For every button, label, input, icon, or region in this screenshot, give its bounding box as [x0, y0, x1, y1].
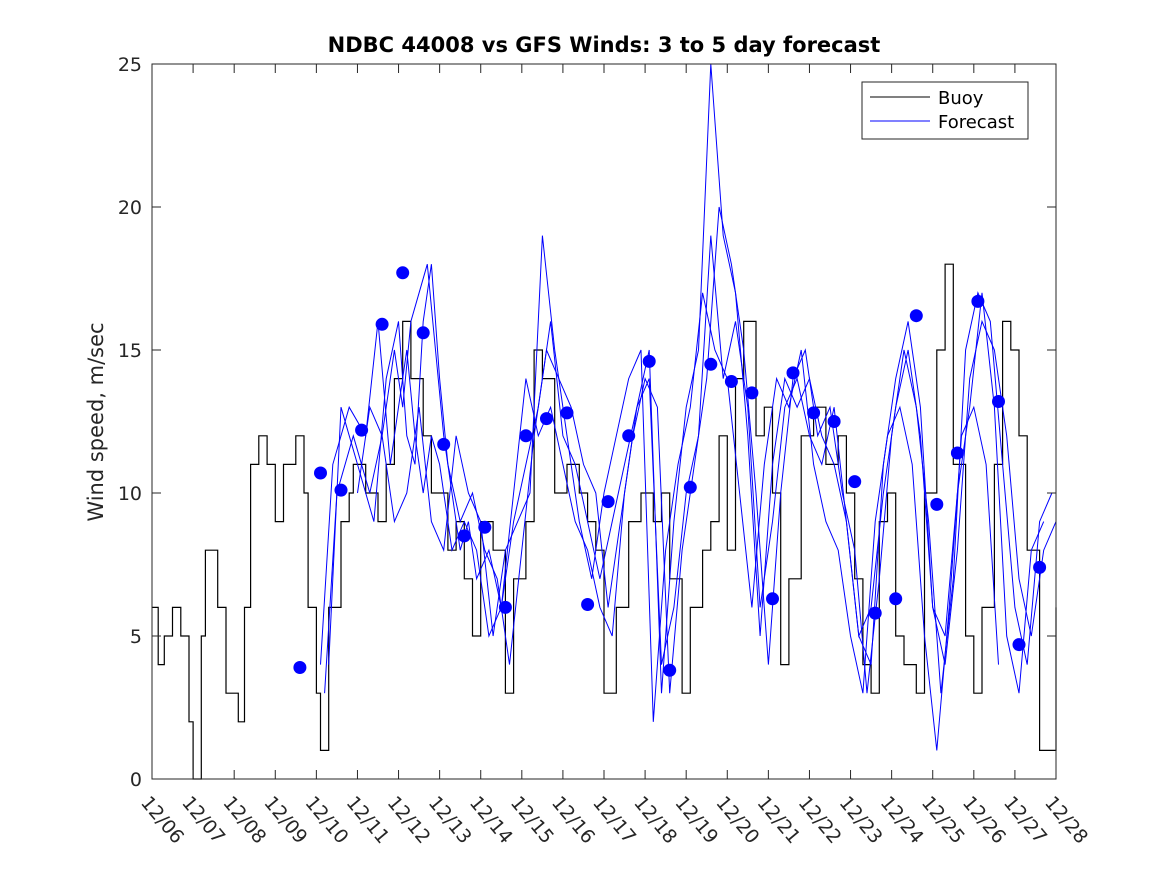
forecast-point — [889, 592, 903, 606]
forecast-point — [560, 406, 574, 420]
forecast-point — [457, 529, 471, 543]
forecast-point — [807, 406, 821, 420]
legend-buoy-label: Buoy — [938, 88, 984, 109]
forecast-point — [909, 309, 923, 323]
forecast-point — [498, 600, 512, 614]
forecast-point — [581, 598, 595, 611]
forecast-point — [827, 415, 841, 428]
forecast-point — [293, 661, 307, 674]
y-tick-label: 5 — [130, 626, 142, 648]
forecast-point — [704, 357, 718, 371]
forecast-series-line-1 — [324, 235, 1057, 694]
buoy-series-line — [152, 263, 1057, 780]
forecast-series-line-2 — [328, 206, 1053, 694]
y-axis-label: Wind speed, m/sec — [84, 322, 108, 521]
y-tick-label: 20 — [118, 197, 142, 219]
forecast-point — [766, 592, 779, 606]
y-tick-label: 10 — [118, 483, 142, 505]
forecast-point — [992, 395, 1005, 408]
forecast-point — [950, 446, 964, 460]
forecast-point — [437, 437, 451, 451]
forecast-point — [868, 606, 882, 620]
legend: Buoy Forecast — [861, 81, 1029, 140]
forecast-point — [786, 366, 800, 380]
forecast-point — [396, 266, 410, 280]
y-tick-label: 0 — [130, 769, 142, 791]
forecast-point — [724, 375, 738, 388]
forecast-point — [601, 495, 615, 509]
forecast-point — [663, 663, 677, 677]
forecast-point — [314, 466, 327, 480]
legend-forecast-label: Forecast — [938, 112, 1014, 133]
forecast-point — [622, 429, 636, 443]
forecast-point — [334, 483, 348, 497]
forecast-point — [355, 423, 369, 437]
chart-title: NDBC 44008 vs GFS Winds: 3 to 5 day fore… — [328, 33, 881, 57]
forecast-point — [519, 429, 533, 443]
forecast-point — [1033, 560, 1047, 574]
forecast-point — [745, 386, 759, 400]
forecast-series-line-4 — [357, 235, 999, 751]
forecast-point — [478, 520, 492, 534]
y-tick-label: 25 — [118, 54, 142, 76]
forecast-point — [971, 294, 985, 308]
forecast-point — [683, 480, 697, 494]
forecast-point — [930, 497, 944, 511]
forecast-point — [416, 326, 430, 340]
forecast-series-line-3 — [320, 63, 1045, 694]
legend-box — [861, 81, 1029, 140]
forecast-point — [540, 412, 553, 426]
y-tick-label: 15 — [118, 340, 142, 362]
forecast-point — [1012, 638, 1026, 652]
forecast-point — [848, 475, 862, 489]
forecast-point — [375, 317, 389, 331]
forecast-point — [642, 354, 656, 368]
